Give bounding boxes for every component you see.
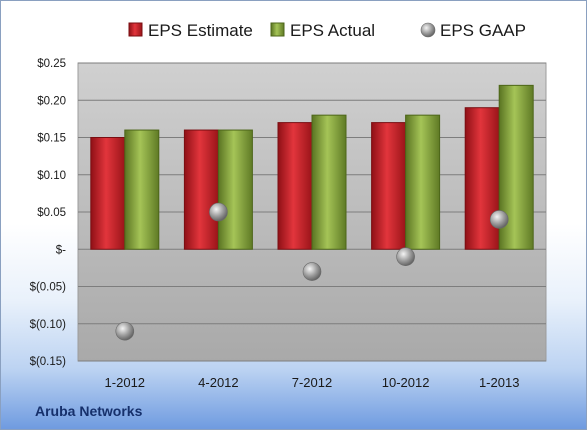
- x-tick-label: 10-2012: [382, 375, 430, 390]
- legend: EPS Estimate EPS Actual EPS GAAP: [128, 21, 526, 40]
- point-eps-gaap: [396, 247, 415, 266]
- y-tick-label: $0.15: [37, 133, 66, 145]
- company-name: Aruba Networks: [35, 403, 143, 419]
- legend-label: EPS GAAP: [440, 21, 526, 40]
- bar-eps-actual: [217, 129, 253, 250]
- bar-eps-estimate: [90, 137, 126, 250]
- legend-marker: [420, 22, 436, 38]
- bar-eps-actual: [124, 129, 160, 250]
- y-tick-label: $(0.05): [30, 282, 67, 294]
- y-tick-label: $0.25: [37, 58, 66, 70]
- bar-eps-actual: [405, 114, 441, 250]
- legend-label: EPS Actual: [290, 21, 375, 40]
- x-tick-label: 7-2012: [292, 375, 332, 390]
- bar-eps-estimate: [464, 107, 500, 250]
- point-eps-gaap: [489, 210, 509, 229]
- point-eps-gaap: [209, 202, 228, 222]
- y-tick-label: $-: [56, 244, 66, 256]
- y-tick-label: $(0.15): [30, 356, 67, 368]
- y-tick-label: $0.05: [37, 207, 66, 219]
- bar-eps-estimate: [277, 122, 313, 250]
- point-eps-gaap: [115, 321, 135, 341]
- bar-eps-actual: [498, 84, 534, 250]
- plot-area: $0.25 $0.20 $0.15 $0.10 $0.05 $- $(0.05) $(0.10…: [30, 58, 547, 390]
- x-tick-label: 4-2012: [198, 375, 238, 390]
- bar-eps-estimate: [183, 129, 219, 250]
- legend-marker: [270, 22, 285, 37]
- legend-marker: [128, 22, 143, 37]
- y-tick-label: $0.10: [37, 170, 66, 182]
- y-tick-label: $0.20: [37, 95, 66, 107]
- point-eps-gaap: [302, 262, 322, 281]
- x-tick-label: 1-2012: [105, 375, 145, 390]
- legend-label: EPS Estimate: [148, 21, 253, 40]
- x-tick-label: 1-2013: [479, 375, 519, 390]
- bar-eps-actual: [311, 114, 347, 250]
- y-tick-label: $(0.10): [30, 319, 67, 331]
- bar-eps-estimate: [371, 122, 407, 250]
